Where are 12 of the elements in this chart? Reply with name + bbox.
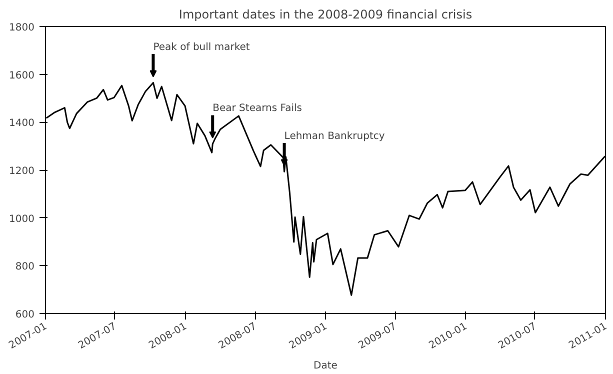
annotation: Bear Stearns Fails [212, 103, 302, 114]
x-axis-title: Date [314, 360, 338, 372]
annotation: Lehman Bankruptcy [284, 130, 385, 142]
annotation: Peak of bull market [153, 42, 250, 53]
y-tick-label: 1000 [9, 214, 35, 225]
y-tick-label: 1400 [9, 118, 35, 130]
y-tick-label: 1800 [9, 22, 35, 34]
chart-title: Important dates in the 2008-2009 financial crisis [178, 8, 472, 22]
y-tick-label: 800 [15, 262, 35, 273]
y-tick-label: 600 [15, 310, 35, 320]
y-tick-label: 1200 [9, 166, 35, 177]
y-tick-label: 1600 [9, 70, 35, 82]
